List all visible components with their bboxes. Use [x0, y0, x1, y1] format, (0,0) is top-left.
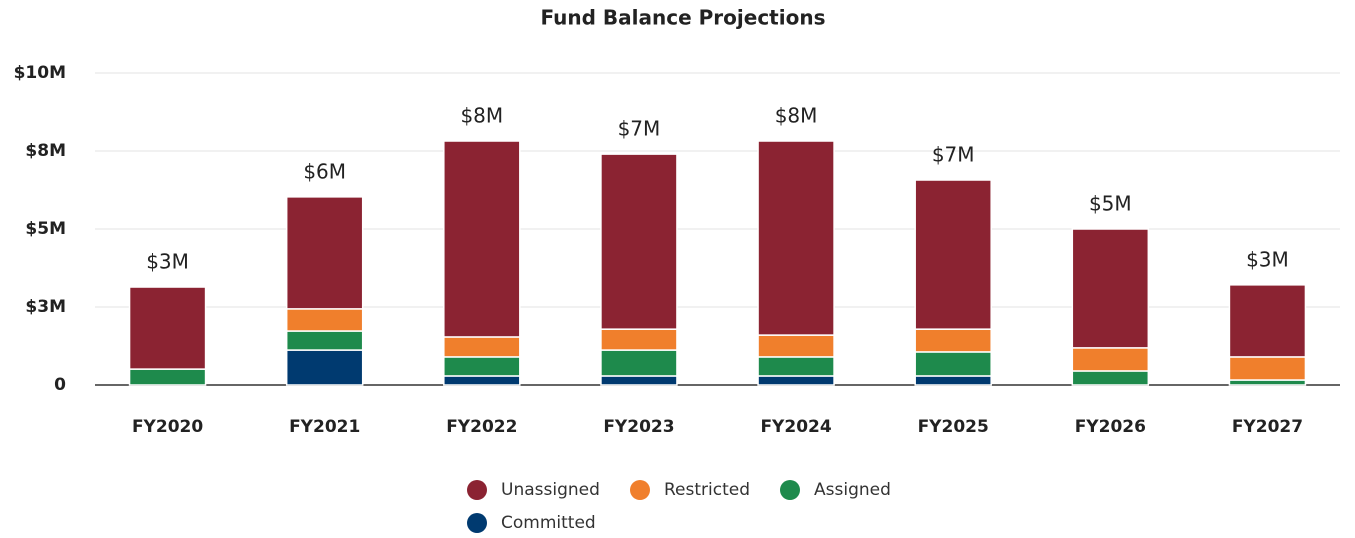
bar-segment: [1071, 370, 1150, 386]
bar-segment: [1071, 347, 1150, 372]
bar-segment: [600, 153, 678, 330]
bar-segment: [285, 349, 364, 386]
x-tick-label: FY2021: [289, 417, 360, 437]
bar-segment: [443, 140, 521, 338]
bar-segment: [600, 349, 678, 377]
x-tick-label: FY2025: [918, 417, 989, 437]
legend-swatch: [467, 480, 487, 500]
total-label: $7M: [618, 117, 661, 141]
x-tick-label: FY2023: [603, 417, 674, 437]
bar-segment: [1228, 284, 1307, 358]
legend-label: Restricted: [664, 480, 750, 500]
y-tick-label: $8M: [25, 141, 66, 161]
bar-segment: [914, 351, 992, 377]
legend-label: Assigned: [814, 480, 891, 500]
bar-segment: [285, 330, 364, 351]
bar-segment: [914, 179, 992, 330]
total-label: $3M: [146, 250, 189, 274]
x-tick-label: FY2026: [1075, 417, 1146, 437]
bar-segment: [914, 375, 992, 386]
legend-swatch: [467, 513, 487, 533]
bar-segment: [1228, 356, 1307, 381]
legend-label: Unassigned: [501, 480, 600, 500]
x-tick-label: FY2024: [760, 417, 831, 437]
bar-segment: [757, 140, 835, 336]
bar-segment: [600, 328, 678, 351]
total-label: $7M: [932, 143, 975, 167]
y-tick-label: $10M: [14, 63, 66, 83]
bar-segment: [757, 356, 835, 377]
bar-segment: [914, 328, 992, 353]
total-label: $5M: [1089, 192, 1132, 216]
bar-segment: [757, 375, 835, 386]
bar-segment: [443, 356, 521, 377]
legend-swatch: [630, 480, 650, 500]
bar-segment: [285, 196, 364, 310]
legend-label: Committed: [501, 513, 596, 533]
legend-swatch: [780, 480, 800, 500]
x-tick-label: FY2022: [446, 417, 517, 437]
bar-segment: [443, 375, 521, 386]
total-label: $8M: [460, 104, 503, 128]
bar-segment: [128, 286, 207, 370]
total-label: $3M: [1246, 247, 1289, 271]
y-tick-label: 0: [54, 375, 66, 395]
y-tick-label: $5M: [25, 219, 66, 239]
bar-segment: [600, 375, 678, 386]
bar-segment: [443, 336, 521, 358]
x-tick-label: FY2020: [132, 417, 203, 437]
bar-segment: [757, 334, 835, 358]
chart-title: Fund Balance Projections: [541, 6, 826, 30]
total-label: $6M: [303, 159, 346, 183]
bar-segment: [285, 308, 364, 332]
bar-segment: [128, 368, 207, 386]
y-tick-label: $3M: [25, 297, 66, 317]
total-label: $8M: [775, 104, 818, 128]
x-tick-label: FY2027: [1232, 417, 1303, 437]
bar-segment: [1071, 228, 1150, 349]
